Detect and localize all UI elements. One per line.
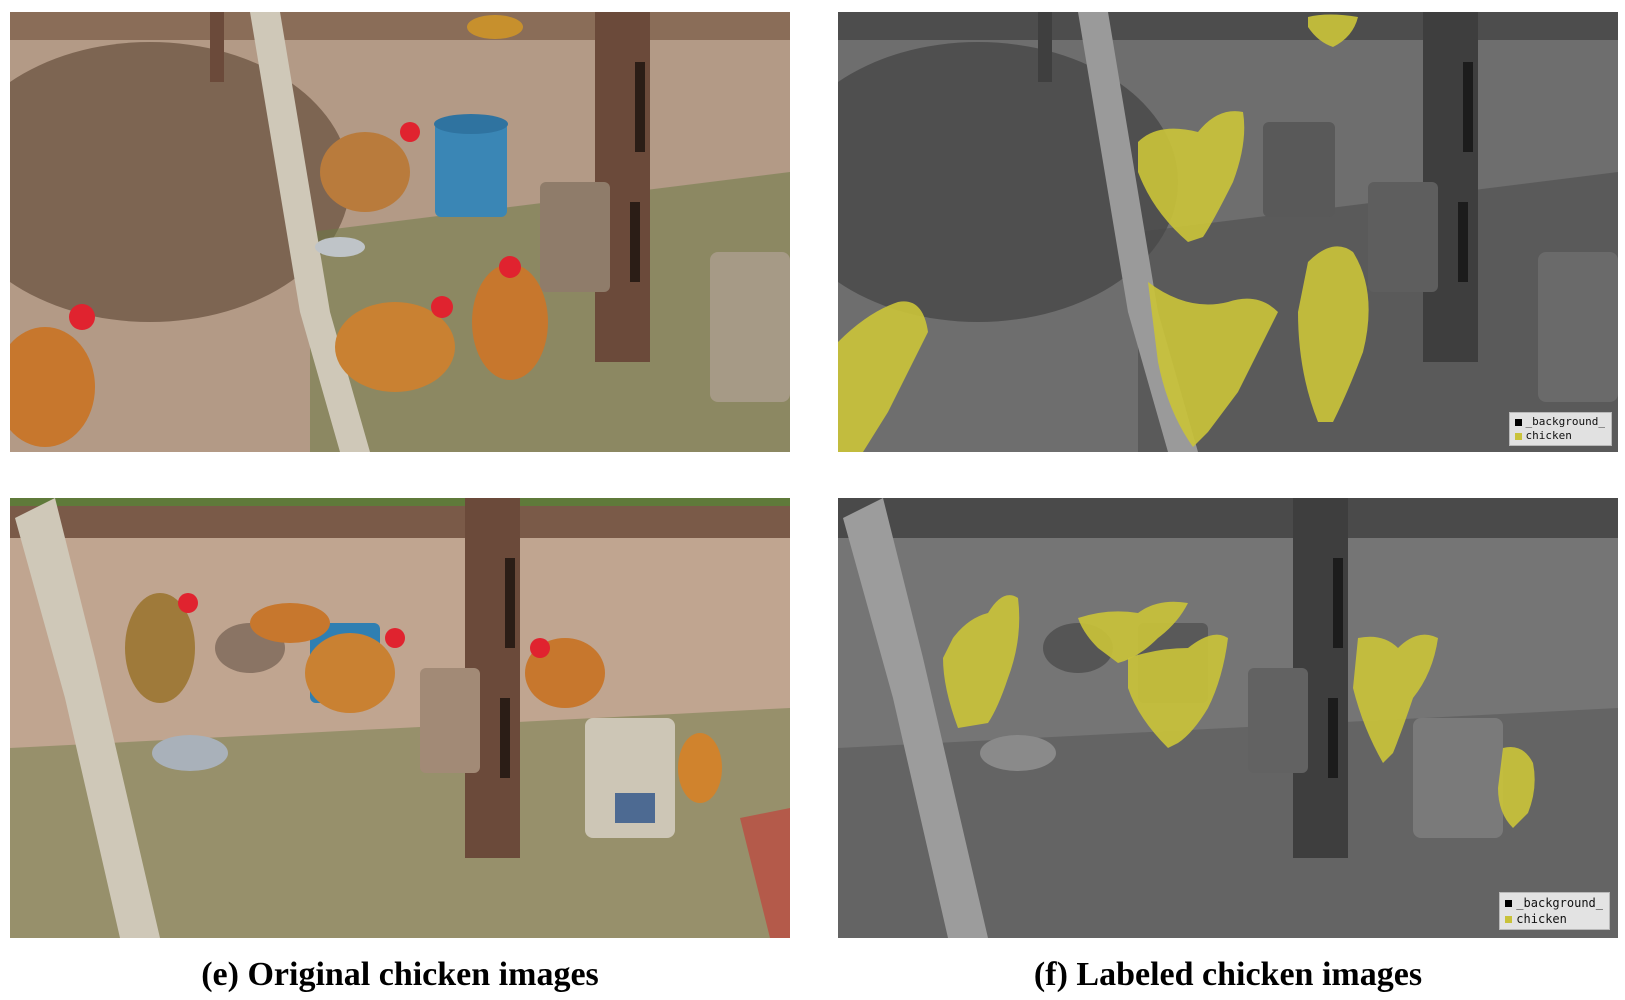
caption-labeled: (f) Labeled chicken images <box>1033 956 1423 993</box>
legend-item-chicken: chicken <box>1514 429 1605 443</box>
original-image-bottom <box>10 498 790 938</box>
original-image-top <box>10 12 790 452</box>
labeled-image-bottom: _background_ chicken <box>838 498 1618 938</box>
legend-item-background: _background_ <box>1505 895 1603 911</box>
background-swatch <box>1514 418 1522 426</box>
legend-background-label: _background_ <box>1525 415 1605 428</box>
labeled-photo-top <box>838 12 1618 452</box>
background-swatch <box>1505 899 1513 907</box>
original-photo-bottom <box>10 498 790 938</box>
original-photo-top <box>10 12 790 452</box>
labeled-photo-bottom <box>838 498 1618 938</box>
chicken-swatch <box>1505 915 1513 923</box>
labeled-image-top: _background_ chicken <box>838 12 1618 452</box>
caption-original: (e) Original chicken images <box>201 956 599 993</box>
segmentation-legend-top: _background_ chicken <box>1508 412 1612 446</box>
legend-chicken-label: chicken <box>1516 912 1567 926</box>
legend-chicken-label: chicken <box>1525 429 1572 442</box>
segmentation-legend-bottom: _background_ chicken <box>1499 892 1610 930</box>
legend-item-chicken: chicken <box>1505 911 1603 927</box>
legend-background-label: _background_ <box>1516 896 1603 910</box>
chicken-swatch <box>1514 432 1522 440</box>
legend-item-background: _background_ <box>1514 415 1605 429</box>
